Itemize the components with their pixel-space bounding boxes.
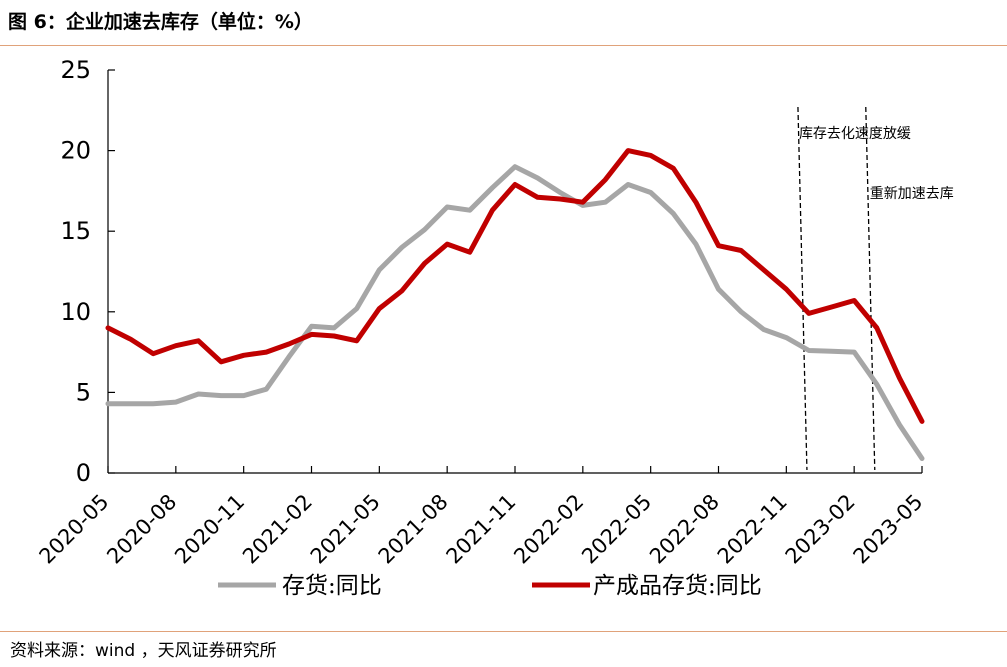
x-tick-label: 2022-11	[713, 490, 792, 569]
x-tick-label: 2022-08	[645, 490, 724, 569]
source-note: 资料来源：wind ，天风证券研究所	[10, 641, 277, 661]
series-line-finished-goods	[105, 148, 925, 424]
x-tick-label: 2022-05	[577, 490, 656, 569]
title-divider	[0, 45, 1007, 46]
annotation-label: 库存去化速度放缓	[799, 126, 911, 142]
annotation-label: 重新加速去库	[870, 186, 954, 202]
x-tick-label: 2020-11	[170, 490, 249, 569]
x-tick-label: 2022-02	[509, 490, 588, 569]
x-tick-label: 2023-05	[849, 490, 928, 569]
legend: 存货:同比 产成品存货:同比	[218, 573, 762, 599]
chart-title: 图 6：企业加速去库存（单位：%）	[8, 11, 313, 33]
y-tick-label: 25	[60, 56, 91, 84]
series-lines	[105, 148, 925, 461]
x-tick-label: 2021-02	[238, 490, 317, 569]
annotation-line	[865, 106, 876, 471]
y-tick-label: 20	[60, 137, 91, 165]
annotation-line	[797, 106, 808, 471]
y-tick-label: 0	[76, 459, 91, 487]
series-line-inventory	[105, 164, 925, 461]
y-tick-label: 15	[60, 217, 91, 245]
legend-label: 存货:同比	[282, 573, 382, 599]
y-tick-label: 5	[76, 378, 91, 406]
x-tick-label: 2021-08	[374, 490, 453, 569]
legend-label: 产成品存货:同比	[593, 573, 762, 599]
x-axis-ticks: 2020-052020-082020-112021-022021-052021-…	[35, 466, 928, 569]
x-tick-label: 2021-11	[442, 490, 521, 569]
x-tick-label: 2023-02	[781, 490, 860, 569]
annotation-lines	[797, 106, 876, 471]
x-tick-label: 2020-05	[35, 490, 114, 569]
y-axis-ticks: 0 5 10 15 20 25	[60, 56, 115, 487]
footer-divider	[0, 631, 1007, 632]
y-tick-label: 10	[60, 298, 91, 326]
x-tick-label: 2021-05	[306, 490, 385, 569]
x-tick-label: 2020-08	[102, 490, 181, 569]
